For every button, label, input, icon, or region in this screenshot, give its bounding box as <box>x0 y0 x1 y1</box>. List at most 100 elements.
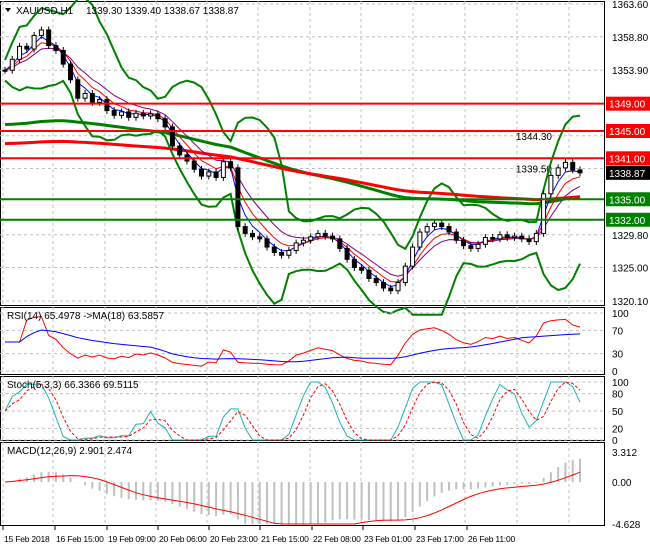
stoch-tick: 50 <box>612 407 624 418</box>
candle-body <box>417 231 423 248</box>
x-label: 21 Feb 15:00 <box>261 534 309 544</box>
candle-body <box>373 277 379 284</box>
candle-body <box>213 171 219 178</box>
candle-body <box>468 245 474 249</box>
candle-body <box>235 167 241 228</box>
candle-body <box>446 226 452 233</box>
candle-body <box>511 235 517 239</box>
stoch-label: Stoch(5,3,3) 66.3366 69.5115 <box>7 380 139 391</box>
price-tick: 1329.80 <box>612 231 649 242</box>
candle-body <box>60 49 66 65</box>
price-tick: 1339.50 <box>516 165 553 176</box>
candle-body <box>359 267 365 271</box>
candle-body <box>228 161 234 169</box>
price-tick: 1353.90 <box>612 66 649 77</box>
candle-body <box>17 45 23 60</box>
candle-body <box>439 222 445 228</box>
candle-body <box>249 232 255 238</box>
panel-rsi <box>0 307 605 375</box>
candle-body <box>140 112 146 117</box>
candle-body <box>300 239 306 244</box>
rsi-tick: 30 <box>612 350 624 361</box>
macd-tick: 0.00 <box>612 478 632 489</box>
candle-body <box>46 29 52 47</box>
candle-body <box>257 236 263 240</box>
candle-body <box>279 252 285 256</box>
level-label: 1349.00 <box>609 100 646 111</box>
stoch-tick: 80 <box>612 390 624 401</box>
candle-body <box>38 29 44 36</box>
stoch-tick: 0 <box>612 436 618 447</box>
ma-fast-purple <box>4 47 581 277</box>
macd-tick: -4.628 <box>612 520 641 531</box>
candle-body <box>89 92 95 103</box>
bollinger-upper <box>4 0 581 251</box>
candle-body <box>271 246 277 254</box>
ma-red-long <box>4 139 581 202</box>
level-label: 1332.00 <box>609 216 646 227</box>
rsi-tick: 70 <box>612 326 624 337</box>
candle-body <box>410 246 416 267</box>
candle-body <box>191 160 197 170</box>
candle-body <box>330 235 336 240</box>
candle-body <box>31 34 37 50</box>
candle-body <box>548 174 554 195</box>
x-label: 23 Feb 17:00 <box>416 534 464 544</box>
candle-body <box>424 226 430 233</box>
level-tag <box>606 96 650 111</box>
candle-body <box>2 69 8 72</box>
candle-body <box>315 232 321 238</box>
stoch-signal-line <box>4 381 581 441</box>
macd-tick: 3.312 <box>612 448 637 459</box>
candle-body <box>97 99 103 103</box>
x-label: 23 Feb 01:00 <box>364 534 412 544</box>
candle-body <box>126 111 132 118</box>
candle-body <box>490 237 496 240</box>
candle-body <box>155 113 161 120</box>
price-tick: 1344.30 <box>516 132 553 143</box>
x-label: 20 Feb 06:00 <box>159 534 207 544</box>
level-tag <box>606 123 650 138</box>
candle-body <box>199 168 205 177</box>
price-tick: 1320.10 <box>612 297 649 308</box>
candle-body <box>388 287 394 292</box>
candle-body <box>453 231 459 241</box>
candle-body <box>482 237 488 245</box>
candle-body <box>497 234 503 240</box>
rsi-tick: 100 <box>612 309 629 320</box>
candle-body <box>344 247 350 260</box>
level-tag <box>606 212 650 227</box>
candle-body <box>206 171 212 177</box>
candle-body <box>264 238 270 248</box>
candle-body <box>53 45 59 51</box>
candle-body <box>577 169 583 174</box>
x-label: 26 Feb 11:00 <box>468 534 516 544</box>
candle-body <box>351 258 357 269</box>
panel-macd <box>0 442 605 526</box>
candle-body <box>82 92 88 99</box>
candle-body <box>461 239 467 247</box>
x-label: 16 Feb 15:00 <box>56 534 104 544</box>
candle-body <box>286 249 292 256</box>
candle-body <box>570 161 576 171</box>
candle-body <box>220 161 226 178</box>
macd-label: MACD(12,26,9) 2.901 2.474 <box>7 446 133 457</box>
x-label: 15 Feb 2018 <box>4 534 50 544</box>
candle-body <box>104 99 110 112</box>
candle-body <box>162 118 168 128</box>
stoch-main-line <box>4 381 581 441</box>
candle-body <box>177 145 183 156</box>
rsi-label: RSI(14) 65.4978 ->MA(18) 63.5857 <box>7 311 164 322</box>
stoch-tick: 100 <box>612 378 629 389</box>
price-tick: 1325.00 <box>612 264 649 275</box>
candle-body <box>68 63 74 81</box>
level-label: 1335.00 <box>609 195 646 206</box>
level-tag <box>606 151 650 166</box>
candle-body <box>9 58 15 71</box>
candle-body <box>431 222 437 228</box>
candle-body <box>75 79 81 99</box>
candle-body <box>395 282 401 292</box>
stoch-tick: 20 <box>612 424 624 435</box>
